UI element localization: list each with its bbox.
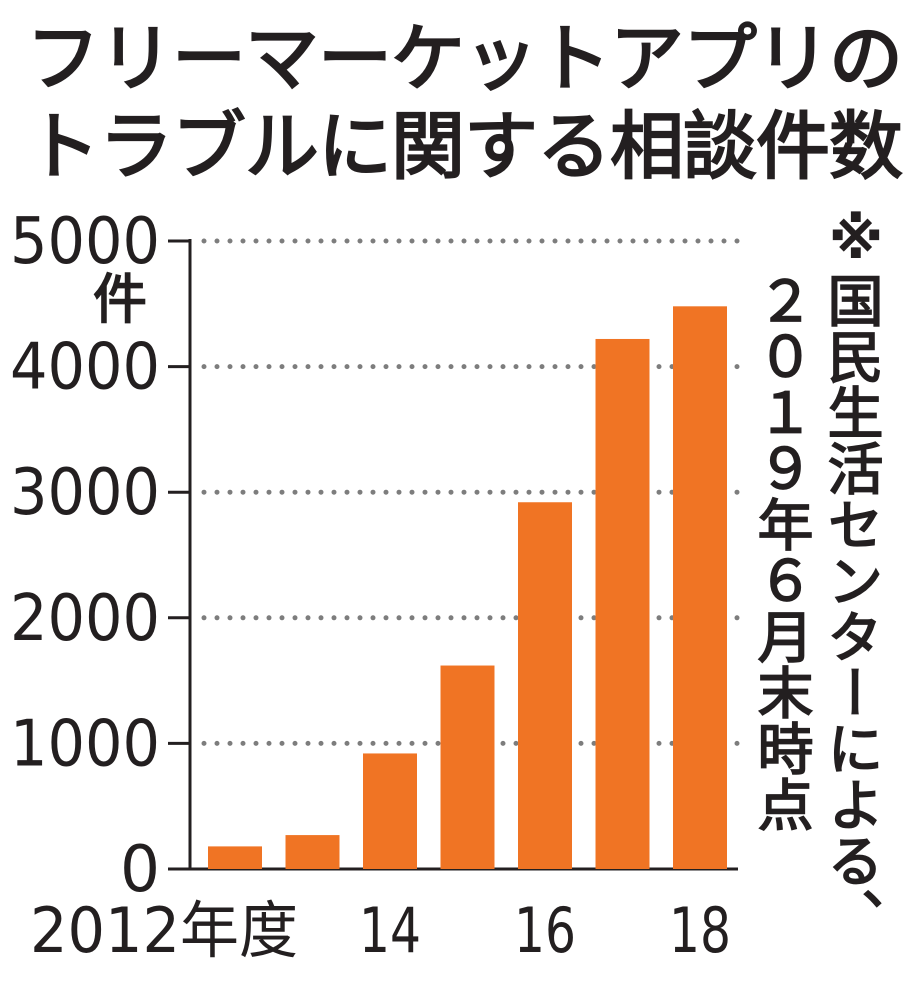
- chart-title-line1: フリーマーケットアプリの: [26, 16, 903, 102]
- x-tick-label: 2012年度: [30, 894, 298, 967]
- y-tick-label: 2000: [10, 582, 160, 656]
- y-tick-label: 0: [120, 833, 160, 907]
- note-mark: ※: [828, 207, 884, 272]
- y-tick-label: 1000: [10, 707, 160, 781]
- bar: [208, 846, 262, 869]
- y-tick-label: 3000: [10, 456, 160, 530]
- bar: [285, 835, 340, 869]
- bar: [363, 753, 417, 869]
- bar: [595, 338, 650, 869]
- chart-title-line2: トラブルに関する相談件数: [26, 104, 903, 190]
- y-tick-label: 5000: [10, 205, 160, 279]
- y-unit-label: 件: [93, 268, 147, 331]
- bar: [673, 306, 727, 869]
- y-tick-label: 4000: [10, 331, 160, 405]
- bar: [518, 502, 572, 869]
- source-note-line1: 国民生活センターによる、: [818, 272, 883, 944]
- x-tick-label: 18: [669, 894, 731, 967]
- source-note-line2: ２０１９年６月末時点: [748, 272, 813, 832]
- bar: [440, 665, 495, 869]
- x-tick-label: 16: [514, 894, 576, 967]
- x-tick-label: 14: [359, 894, 421, 967]
